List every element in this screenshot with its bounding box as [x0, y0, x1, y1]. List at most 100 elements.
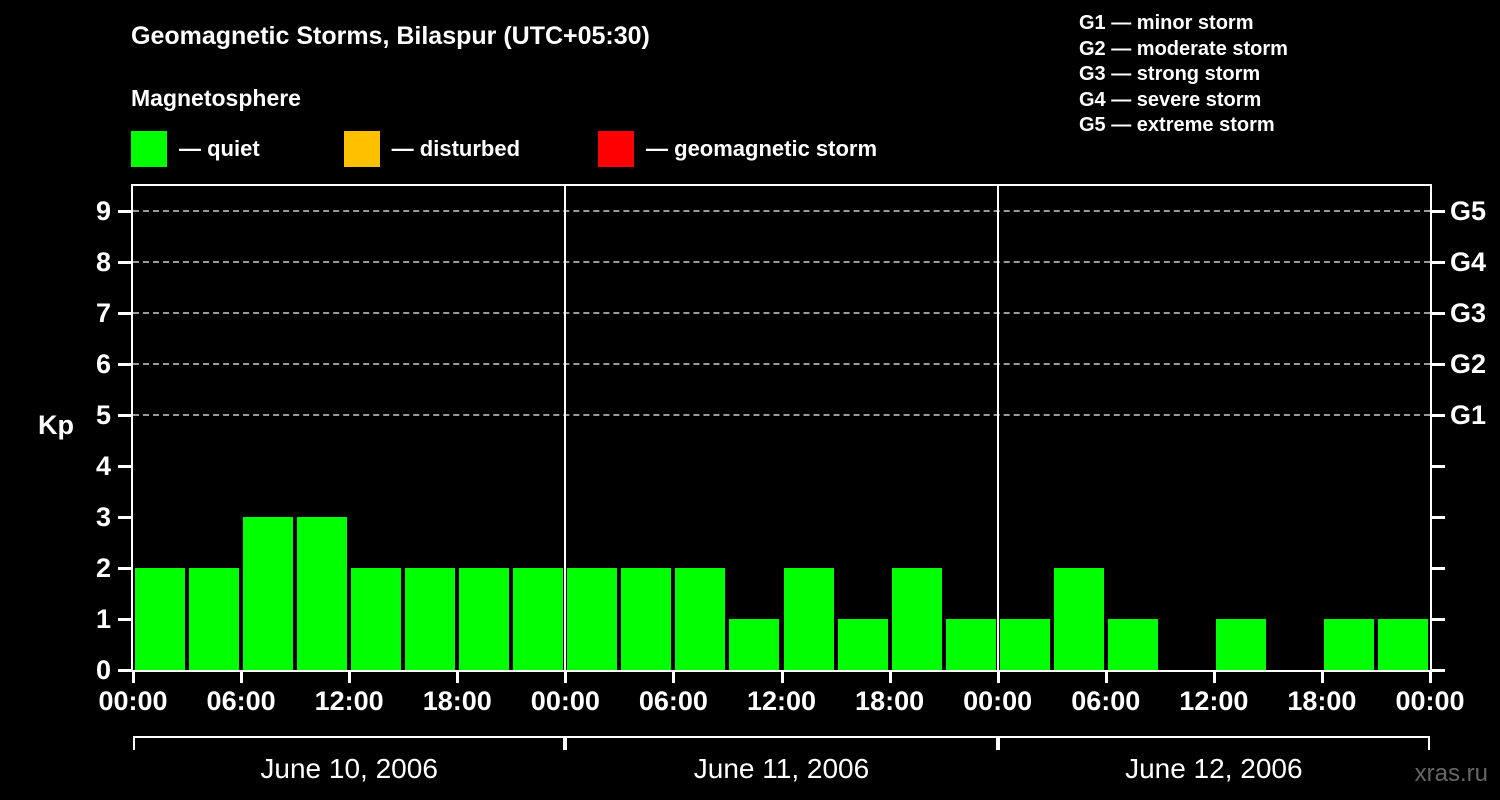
x-axis-label: 06:00	[638, 686, 708, 716]
y2-tick-6	[1431, 363, 1445, 367]
y-axis-label-9: 9	[95, 196, 111, 227]
bar-kp	[297, 517, 348, 670]
y-axis-label-1: 1	[95, 604, 111, 635]
x-axis-label: 18:00	[855, 686, 925, 716]
gridline-kp-5	[133, 414, 1430, 417]
bar-kp	[945, 619, 996, 670]
y-axis-label-7: 7	[95, 298, 111, 329]
g-axis-label-g5: G5	[1450, 196, 1487, 227]
x-tick	[1212, 671, 1216, 683]
day-bracket	[133, 736, 566, 750]
bar-kp	[1377, 619, 1428, 670]
gridline-kp-6	[133, 363, 1430, 366]
x-tick	[672, 671, 676, 683]
legend-swatch-storm	[598, 131, 635, 167]
bar-kp	[1053, 568, 1104, 670]
gridline-kp-7	[133, 312, 1430, 315]
gridline-kp-8	[133, 261, 1430, 264]
x-axis-label: 00:00	[530, 686, 600, 716]
y-tick-9	[118, 210, 132, 214]
g-legend-item-g3: G3 — strong storm	[1079, 63, 1261, 85]
y2-tick-8	[1431, 261, 1445, 265]
x-axis-label: 06:00	[206, 686, 276, 716]
plot-inner	[133, 186, 1430, 670]
bar-kp	[567, 568, 618, 670]
g-legend-item-g5: G5 — extreme storm	[1079, 114, 1275, 136]
bar-kp	[405, 568, 456, 670]
x-tick	[240, 671, 244, 683]
y2-tick-4	[1431, 465, 1445, 469]
legend-label-disturbed: — disturbed	[391, 136, 521, 161]
x-axis-label: 06:00	[1071, 686, 1141, 716]
y-tick-5	[118, 414, 132, 418]
y-tick-7	[118, 312, 132, 316]
x-axis-label: 00:00	[963, 686, 1033, 716]
y-axis-label-3: 3	[95, 502, 111, 533]
chart-plot-area	[131, 184, 1432, 672]
x-tick	[132, 671, 135, 683]
y2-tick-5	[1431, 414, 1445, 418]
y-tick-2	[118, 567, 132, 571]
x-tick	[348, 671, 352, 683]
x-tick	[780, 671, 784, 683]
day-divider	[564, 186, 567, 670]
g-legend-item-g4: G4 — severe storm	[1079, 88, 1262, 111]
y-tick-8	[118, 261, 132, 265]
day-label: June 11, 2006	[693, 753, 870, 784]
y-tick-1	[118, 618, 132, 622]
x-tick	[456, 671, 460, 683]
y-axis-label-6: 6	[95, 349, 111, 380]
bar-kp	[621, 568, 672, 670]
y-tick-0	[118, 669, 132, 672]
day-label: June 10, 2006	[260, 753, 438, 784]
legend-label-quiet: — quiet	[179, 136, 260, 161]
bar-kp	[1323, 619, 1374, 670]
g-scale-legend: G1 — minor storm G2 — moderate storm G3 …	[1079, 11, 1288, 139]
x-tick	[1104, 671, 1108, 683]
bar-kp	[837, 619, 888, 670]
y-tick-3	[118, 516, 132, 520]
bar-kp	[783, 568, 834, 670]
bar-kp	[891, 568, 942, 670]
bar-kp	[999, 619, 1050, 670]
bar-kp	[513, 568, 564, 670]
x-axis-label: 18:00	[422, 686, 492, 716]
x-axis-label: 12:00	[314, 686, 384, 716]
g-legend-item-g2: G2 — moderate storm	[1079, 37, 1288, 60]
subtitle-magnetosphere: Magnetosphere	[131, 85, 301, 111]
watermark: xras.ru	[1414, 760, 1488, 787]
y2-tick-2	[1431, 567, 1445, 571]
x-tick	[564, 671, 568, 683]
g-axis-label-g3: G3	[1450, 298, 1487, 329]
g-axis-label-g2: G2	[1450, 349, 1487, 380]
x-tick	[996, 671, 1000, 683]
legend-label-storm: — geomagnetic storm	[646, 136, 878, 161]
y-axis-label-5: 5	[95, 400, 111, 431]
y2-tick-0	[1431, 669, 1445, 672]
day-divider	[996, 186, 999, 670]
day-bracket	[565, 736, 998, 750]
day-label: June 12, 2006	[1125, 753, 1303, 784]
page-title: Geomagnetic Storms, Bilaspur (UTC+05:30)	[131, 22, 650, 50]
g-axis-label-g4: G4	[1450, 247, 1487, 278]
bar-kp	[243, 517, 294, 670]
y-axis-title: Kp	[38, 410, 74, 440]
bar-kp	[1107, 619, 1158, 670]
x-axis-label: 00:00	[1395, 686, 1465, 716]
g-axis-label-g1: G1	[1450, 400, 1487, 431]
y-axis-label-8: 8	[95, 247, 111, 278]
y-tick-6	[118, 363, 132, 367]
bar-kp	[459, 568, 510, 670]
legend-entry-disturbed: — disturbed	[343, 131, 521, 167]
y-axis-label-2: 2	[95, 553, 111, 584]
x-axis-label: 12:00	[746, 686, 817, 716]
x-axis-label: 18:00	[1287, 686, 1357, 716]
legend-entry-quiet: — quiet	[131, 131, 260, 167]
y-axis-label-0: 0	[95, 655, 111, 685]
bar-kp	[135, 568, 186, 670]
x-tick	[1320, 671, 1324, 683]
x-tick	[1429, 671, 1432, 683]
legend-swatch-disturbed	[343, 131, 380, 167]
legend-entry-storm: — geomagnetic storm	[598, 131, 877, 167]
bar-kp	[189, 568, 240, 670]
